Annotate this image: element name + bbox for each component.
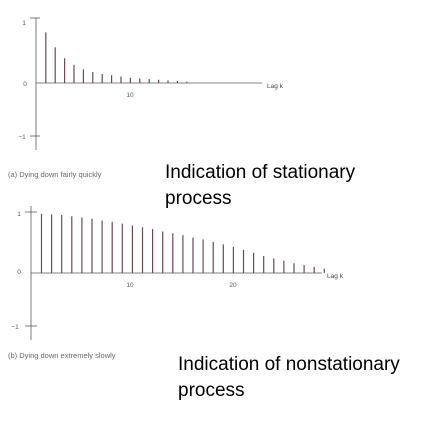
panel-b-annotation-line-1: Indication of nonstationary	[178, 354, 400, 375]
panel-b-y-label-minus-1: −1	[11, 324, 19, 331]
panel-a-x-tick-label-10: 10	[126, 92, 134, 99]
panel-b-bars	[42, 214, 325, 273]
panel-b-x-tick-label-20: 20	[229, 282, 237, 289]
panel-a-annotation-line-1: Indication of stationary	[165, 162, 356, 183]
panel-a-caption: (a) Dying down fairly quickly	[8, 170, 102, 179]
panel-b-y-label-0: 0	[17, 269, 21, 276]
panel-b-extremely-slow: 1 0 −1 10 20 Lag k (b) Dying down extrem…	[8, 206, 400, 401]
panel-b-x-tick-label-10: 10	[126, 282, 134, 289]
panel-b-caption: (b) Dying down extremely slowly	[8, 351, 116, 360]
panel-a-fairly-quick: 1 0 −1 10 Lag k (a) Dying down fairly qu…	[8, 18, 356, 209]
panel-b-y-label-1: 1	[17, 211, 21, 218]
panel-b-x-axis-label: Lag k	[327, 273, 344, 280]
panel-a-x-axis-label: Lag k	[267, 83, 284, 90]
panel-a-y-label-0: 0	[23, 81, 27, 88]
panel-b-annotation-line-2: process	[178, 380, 245, 401]
panel-a-y-label-minus-1: −1	[18, 134, 26, 141]
panel-a-annotation-line-2: process	[165, 188, 232, 209]
panel-a-bars	[46, 32, 187, 83]
panel-a-y-label-1: 1	[22, 20, 26, 27]
